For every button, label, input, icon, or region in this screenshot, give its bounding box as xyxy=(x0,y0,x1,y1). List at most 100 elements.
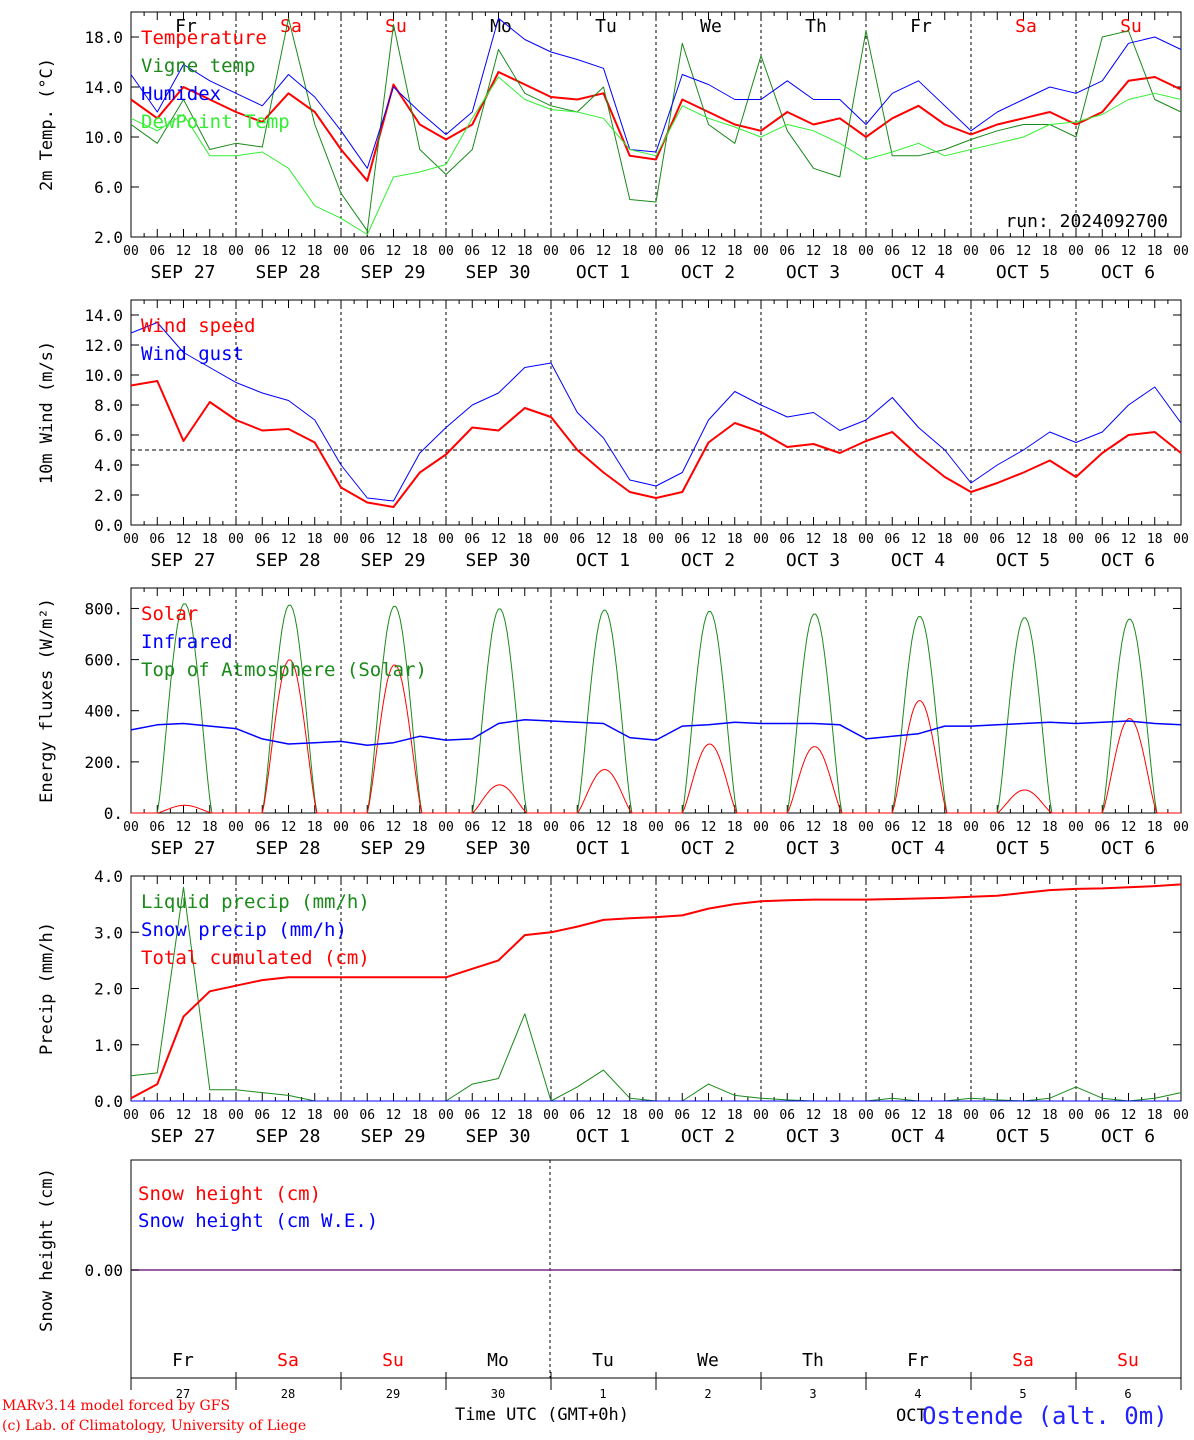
hour-tick-label: 12 xyxy=(1121,820,1137,835)
time-axis-label: Time UTC (GMT+0h) xyxy=(455,1405,629,1425)
month-label: OCT xyxy=(896,1406,927,1426)
hour-tick-label: 00 xyxy=(648,820,664,835)
hour-tick-label: 12 xyxy=(1016,244,1032,259)
weekday-label: Fr xyxy=(910,16,932,37)
location-label: Ostende (alt. 0m) xyxy=(922,1402,1168,1430)
date-label: SEP 27 xyxy=(150,550,215,571)
hour-tick-label: 00 xyxy=(1068,1108,1084,1123)
hour-tick-label: 18 xyxy=(202,244,218,259)
date-label: OCT 1 xyxy=(576,1126,630,1147)
series-line-wind-speed xyxy=(130,380,1182,508)
hour-tick-label: 12 xyxy=(596,532,612,547)
hour-tick-label: 12 xyxy=(806,1108,822,1123)
y-tick-label: 2.0 xyxy=(94,228,123,247)
hour-tick-label: 00 xyxy=(963,244,979,259)
hour-tick-label: 06 xyxy=(569,820,585,835)
hour-tick-label: 12 xyxy=(1121,244,1137,259)
y-tick-label: 200. xyxy=(84,753,123,772)
hour-tick-label: 06 xyxy=(359,1108,375,1123)
hour-tick-label: 18 xyxy=(202,532,218,547)
y-tick-label: 6.0 xyxy=(94,426,123,445)
hour-tick-label: 06 xyxy=(884,820,900,835)
hour-tick-label: 12 xyxy=(1016,532,1032,547)
hour-tick-label: 18 xyxy=(727,244,743,259)
hour-tick-label: 00 xyxy=(1173,1108,1189,1123)
legend-entry: Temperature xyxy=(141,27,267,49)
date-label: OCT 6 xyxy=(1101,262,1155,283)
panel-frame xyxy=(130,299,1182,526)
hour-tick-label: 00 xyxy=(858,244,874,259)
series-line-dewpoint-temp xyxy=(130,76,1182,235)
series-line-humidex xyxy=(130,17,1182,169)
hour-tick-label: 00 xyxy=(963,1108,979,1123)
hour-tick-label: 06 xyxy=(569,244,585,259)
hour-tick-label: 18 xyxy=(307,1108,323,1123)
weekday-label: Fr xyxy=(175,16,197,37)
hour-tick-label: 12 xyxy=(281,532,297,547)
hour-tick-label: 00 xyxy=(333,820,349,835)
hour-tick-label: 00 xyxy=(1173,820,1189,835)
hour-tick-label: 18 xyxy=(727,532,743,547)
y-tick-label: 8.0 xyxy=(94,396,123,415)
hour-tick-label: 12 xyxy=(491,532,507,547)
hour-tick-label: 18 xyxy=(517,244,533,259)
date-label: OCT 3 xyxy=(786,550,840,571)
hour-tick-label: 12 xyxy=(176,244,192,259)
hour-tick-label: 06 xyxy=(254,820,270,835)
panel-1: 00 06 12 18 SEP 27 00 06 12 18 SEP 28 00 06 12 18 SEP … xyxy=(37,11,1189,283)
hour-tick-label: 06 xyxy=(149,244,165,259)
hour-tick-label: 00 xyxy=(438,244,454,259)
hour-tick-label: 18 xyxy=(1042,532,1058,547)
hour-tick-label: 12 xyxy=(806,820,822,835)
date-label: OCT 5 xyxy=(996,838,1050,859)
legend-entry: Humidex xyxy=(141,83,221,105)
hour-tick-label: 18 xyxy=(1147,1108,1163,1123)
series-line-temperature xyxy=(130,71,1182,182)
hour-tick-label: 06 xyxy=(779,532,795,547)
weekday-label: We xyxy=(700,16,722,37)
hour-tick-label: 18 xyxy=(622,820,638,835)
hour-tick-label: 00 xyxy=(648,1108,664,1123)
hour-tick-label: 12 xyxy=(701,244,717,259)
hour-tick-label: 00 xyxy=(123,820,139,835)
legend-entry: Snow height (cm W.E.) xyxy=(138,1210,378,1232)
y-tick-label: 2.0 xyxy=(94,486,123,505)
hour-tick-label: 18 xyxy=(727,820,743,835)
hour-tick-label: 00 xyxy=(543,1108,559,1123)
y-tick-label: 800. xyxy=(84,599,123,618)
date-label: OCT 2 xyxy=(681,550,735,571)
hour-tick-label: 18 xyxy=(1042,820,1058,835)
y-axis-label: 2m Temp. (°C) xyxy=(37,58,57,191)
date-label: OCT 4 xyxy=(891,262,945,283)
hour-tick-label: 18 xyxy=(937,532,953,547)
day-number-label: 28 xyxy=(281,1387,295,1401)
hour-tick-label: 00 xyxy=(858,820,874,835)
y-tick-label: 400. xyxy=(84,702,123,721)
hour-tick-label: 00 xyxy=(1173,532,1189,547)
hour-tick-label: 06 xyxy=(149,820,165,835)
hour-tick-label: 18 xyxy=(622,244,638,259)
hour-tick-label: 12 xyxy=(386,244,402,259)
y-tick-label: 4.0 xyxy=(94,456,123,475)
hour-tick-label: 18 xyxy=(1147,244,1163,259)
panel-5: 0.00 Snow height (cm) Snow height (cm) Snow… xyxy=(37,1159,1182,1401)
date-label: SEP 28 xyxy=(255,838,320,859)
hour-tick-label: 12 xyxy=(806,532,822,547)
hour-tick-label: 12 xyxy=(596,1108,612,1123)
hour-tick-label: 18 xyxy=(202,820,218,835)
hour-tick-label: 06 xyxy=(359,244,375,259)
hour-tick-label: 06 xyxy=(989,820,1005,835)
date-label: SEP 29 xyxy=(360,1126,425,1147)
hour-tick-label: 18 xyxy=(1147,820,1163,835)
hour-tick-label: 18 xyxy=(937,244,953,259)
hour-tick-label: 06 xyxy=(359,820,375,835)
hour-tick-label: 18 xyxy=(517,820,533,835)
hour-tick-label: 00 xyxy=(438,532,454,547)
hour-tick-label: 12 xyxy=(281,820,297,835)
y-tick-label: 0.0 xyxy=(94,516,123,535)
model-credit-line2: (c) Lab. of Climatology, University of L… xyxy=(2,1418,307,1434)
hour-tick-label: 06 xyxy=(884,244,900,259)
hour-tick-label: 18 xyxy=(832,532,848,547)
panel-4: 00 06 12 18 SEP 27 00 06 12 18 SEP 28 00 06 12 18 SEP … xyxy=(37,867,1189,1147)
hour-tick-label: 12 xyxy=(1016,820,1032,835)
